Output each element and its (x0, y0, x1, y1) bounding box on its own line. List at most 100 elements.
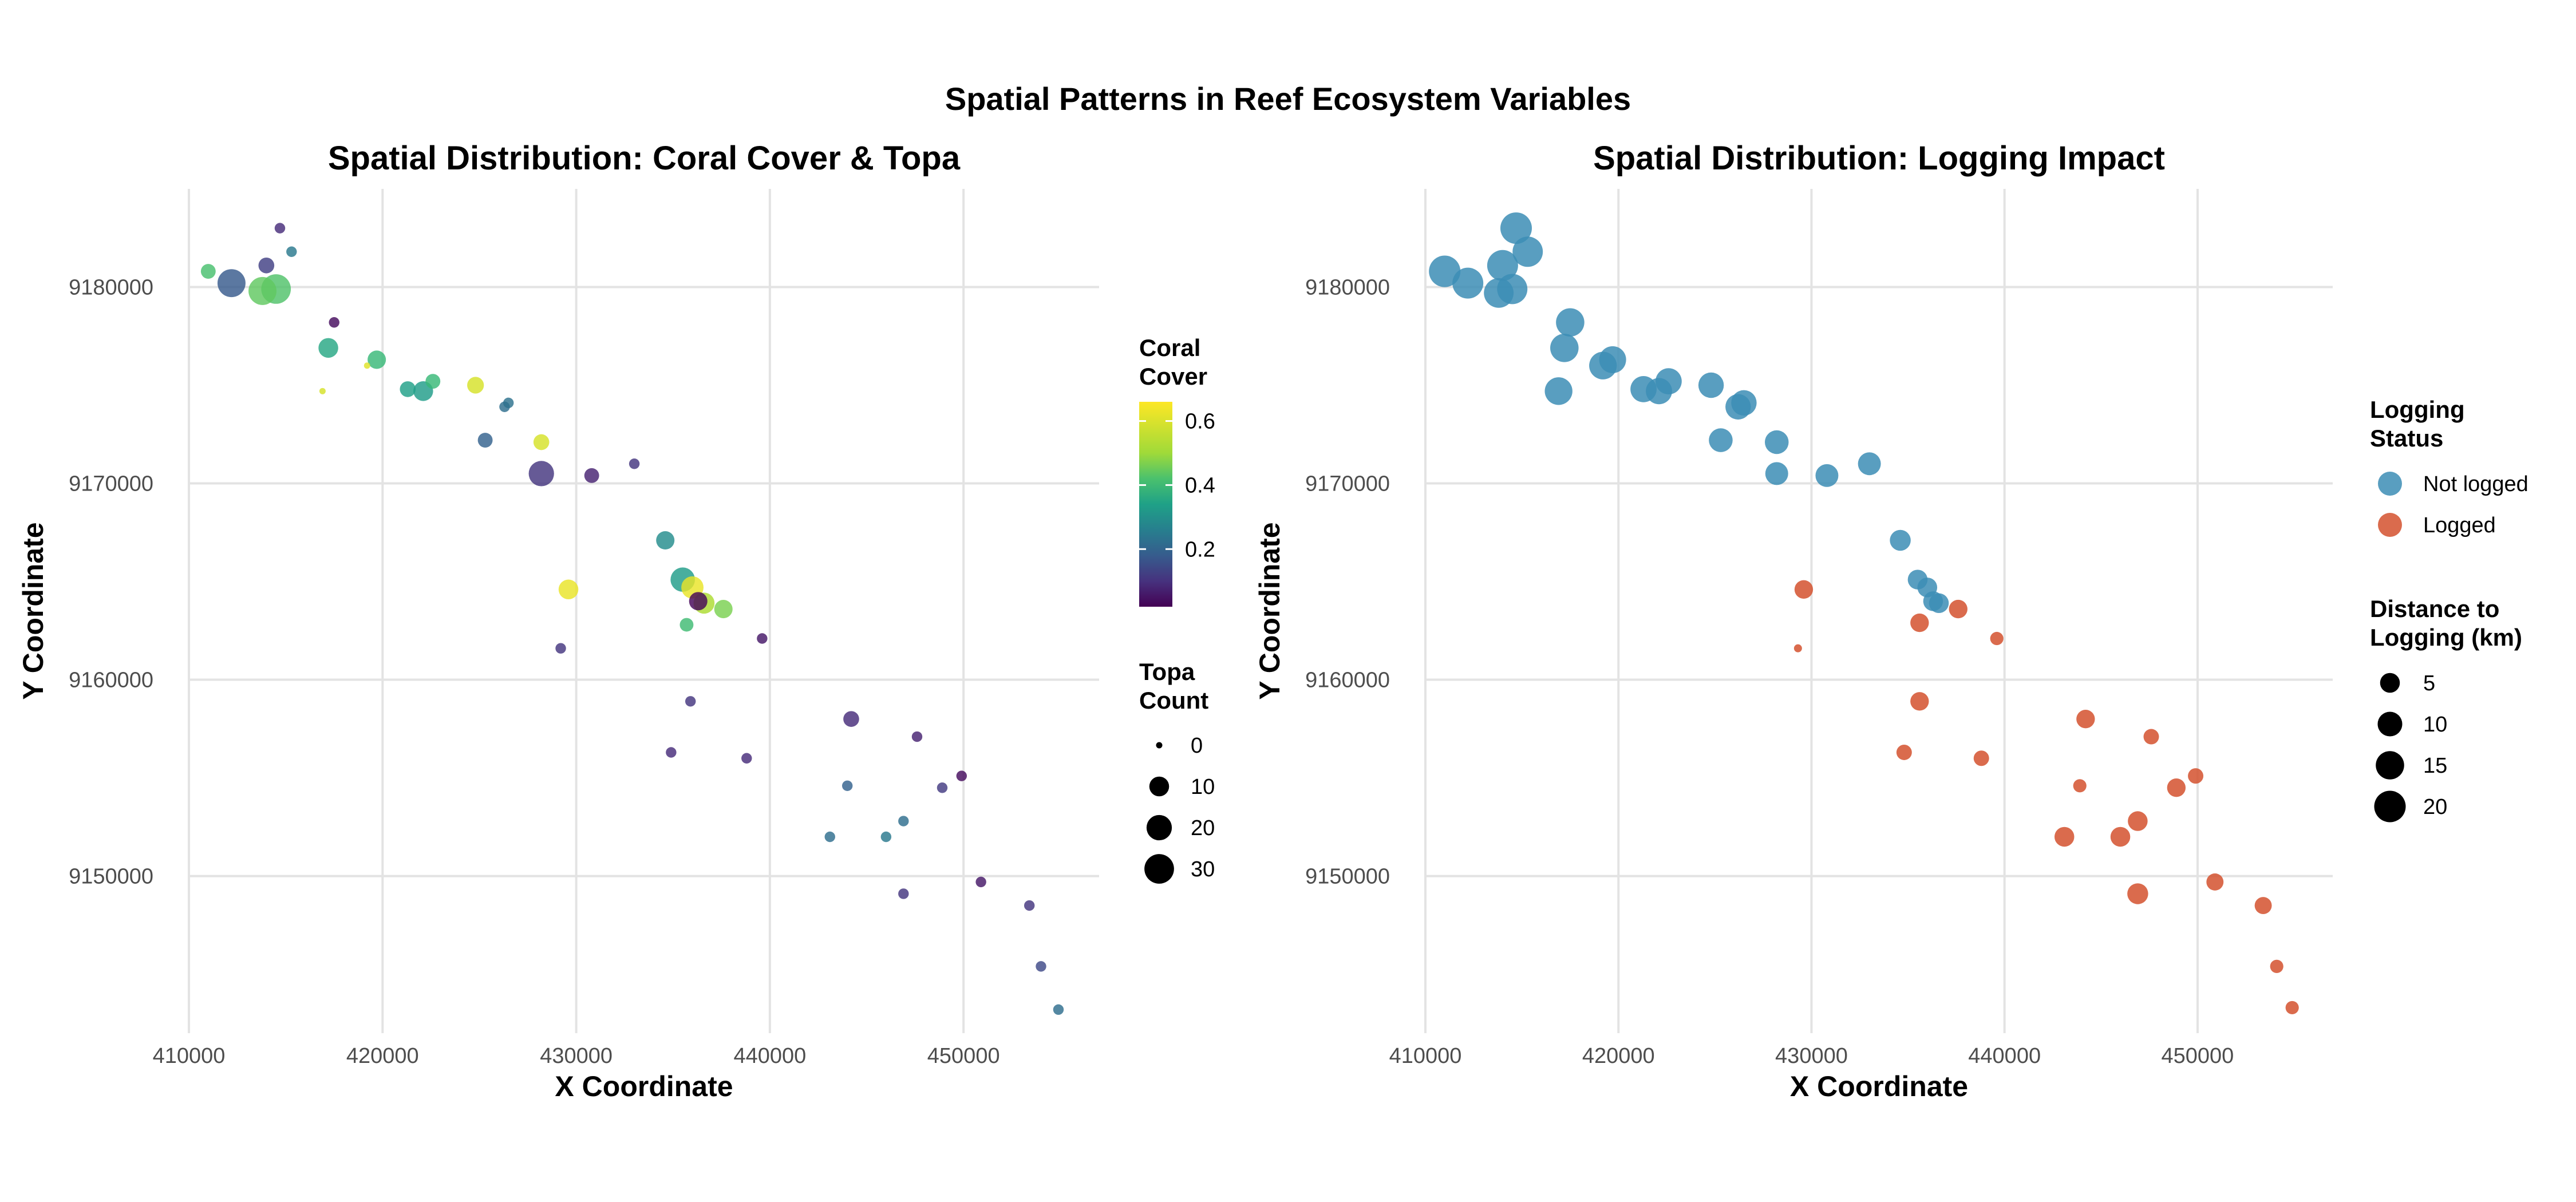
data-point (1765, 462, 1788, 485)
data-point (975, 876, 986, 888)
data-point (679, 618, 694, 632)
y-tick-label: 9170000 (69, 472, 153, 496)
size-key-label: 30 (1191, 857, 1215, 881)
data-point (2054, 827, 2075, 847)
size-key-dot (1149, 776, 1170, 797)
legend-title: Logging (km) (2370, 624, 2522, 651)
data-point (1949, 599, 1967, 619)
data-point (1452, 267, 1484, 299)
legend-title: Cover (1139, 363, 1207, 390)
data-point (319, 388, 326, 394)
y-tick-label: 9180000 (1305, 276, 1390, 300)
data-point (1793, 644, 1802, 653)
data-point (1550, 334, 1579, 362)
data-point (503, 397, 514, 409)
data-point (1709, 428, 1733, 452)
data-point (2143, 729, 2159, 745)
data-point (1556, 308, 1585, 337)
data-point (1024, 900, 1035, 911)
size-key-label: 20 (2423, 795, 2447, 819)
data-point (364, 362, 370, 369)
y-tick-label: 9160000 (69, 669, 153, 693)
x-tick-label: 440000 (733, 1044, 806, 1068)
size-key-label: 0 (1191, 734, 1203, 758)
legend-key-dot (2378, 513, 2402, 537)
data-point (2254, 897, 2272, 914)
data-point (2073, 779, 2087, 793)
x-tick-label: 430000 (540, 1044, 613, 1068)
x-tick-label: 410000 (153, 1044, 226, 1068)
panel-title: Spatial Distribution: Logging Impact (1593, 140, 2165, 177)
data-point (368, 350, 386, 369)
data-point (1896, 744, 1912, 760)
y-tick-label: 9160000 (1305, 669, 1390, 693)
data-point (2206, 873, 2224, 891)
coral-topa-panel: Spatial Distribution: Coral Cover & Topa… (17, 140, 1215, 1102)
data-point (1656, 368, 1682, 395)
size-key-dot (1146, 814, 1172, 841)
data-point (937, 782, 948, 793)
size-key-dot (1144, 854, 1174, 884)
size-key-dot (2380, 673, 2400, 693)
data-point (1599, 346, 1626, 373)
data-point (1429, 255, 1461, 287)
x-tick-label: 420000 (346, 1044, 419, 1068)
data-point (217, 269, 246, 298)
colorbar-tick-label: 0.4 (1185, 473, 1215, 497)
y-axis-title: Y Coordinate (1254, 522, 1286, 699)
data-point (467, 377, 484, 394)
data-point (477, 433, 493, 448)
data-point (425, 374, 441, 389)
figure-title: Spatial Patterns in Reef Ecosystem Varia… (945, 81, 1631, 117)
data-point (329, 317, 339, 328)
data-point (1890, 529, 1911, 551)
data-point (1036, 961, 1046, 972)
data-point (689, 592, 708, 611)
size-key-dot (2374, 790, 2406, 823)
data-point (558, 579, 579, 600)
x-axis-title: X Coordinate (555, 1070, 733, 1102)
legend-key-dot (2378, 472, 2402, 496)
legend-key-label: Not logged (2423, 472, 2528, 496)
y-tick-label: 9170000 (1305, 472, 1390, 496)
size-key-label: 10 (2423, 713, 2447, 737)
size-key-label: 10 (1191, 775, 1215, 799)
logging-impact-panel: Spatial Distribution: Logging Impact 4100… (1254, 140, 2528, 1102)
data-point (1544, 377, 1573, 405)
y-tick-label: 9150000 (69, 865, 153, 889)
colorbar (1139, 402, 1172, 607)
legend-title: Coral (1139, 334, 1200, 361)
data-point (318, 338, 338, 358)
data-point (2167, 778, 2186, 797)
data-point (1910, 613, 1929, 632)
data-point (1858, 452, 1881, 476)
legend-title: Count (1139, 687, 1208, 714)
data-point (714, 600, 733, 619)
data-point (1053, 1004, 1064, 1015)
data-point (1500, 212, 1532, 244)
data-point (200, 264, 216, 279)
data-point (2128, 811, 2148, 831)
data-points (200, 223, 1064, 1015)
data-points (1429, 212, 2299, 1014)
data-point (898, 888, 909, 899)
data-point (555, 643, 566, 654)
data-point (741, 753, 752, 764)
x-tick-label: 440000 (1968, 1044, 2041, 1068)
x-tick-label: 450000 (927, 1044, 1000, 1068)
data-point (757, 633, 768, 644)
data-point (898, 816, 909, 827)
y-tick-label: 9150000 (1305, 865, 1390, 889)
size-key-label: 20 (1191, 816, 1215, 840)
data-point (584, 468, 599, 483)
data-point (911, 731, 923, 742)
data-point (1794, 580, 1814, 599)
data-point (1487, 250, 1518, 281)
data-point (400, 381, 416, 397)
legend-title: Logging (2370, 396, 2465, 423)
